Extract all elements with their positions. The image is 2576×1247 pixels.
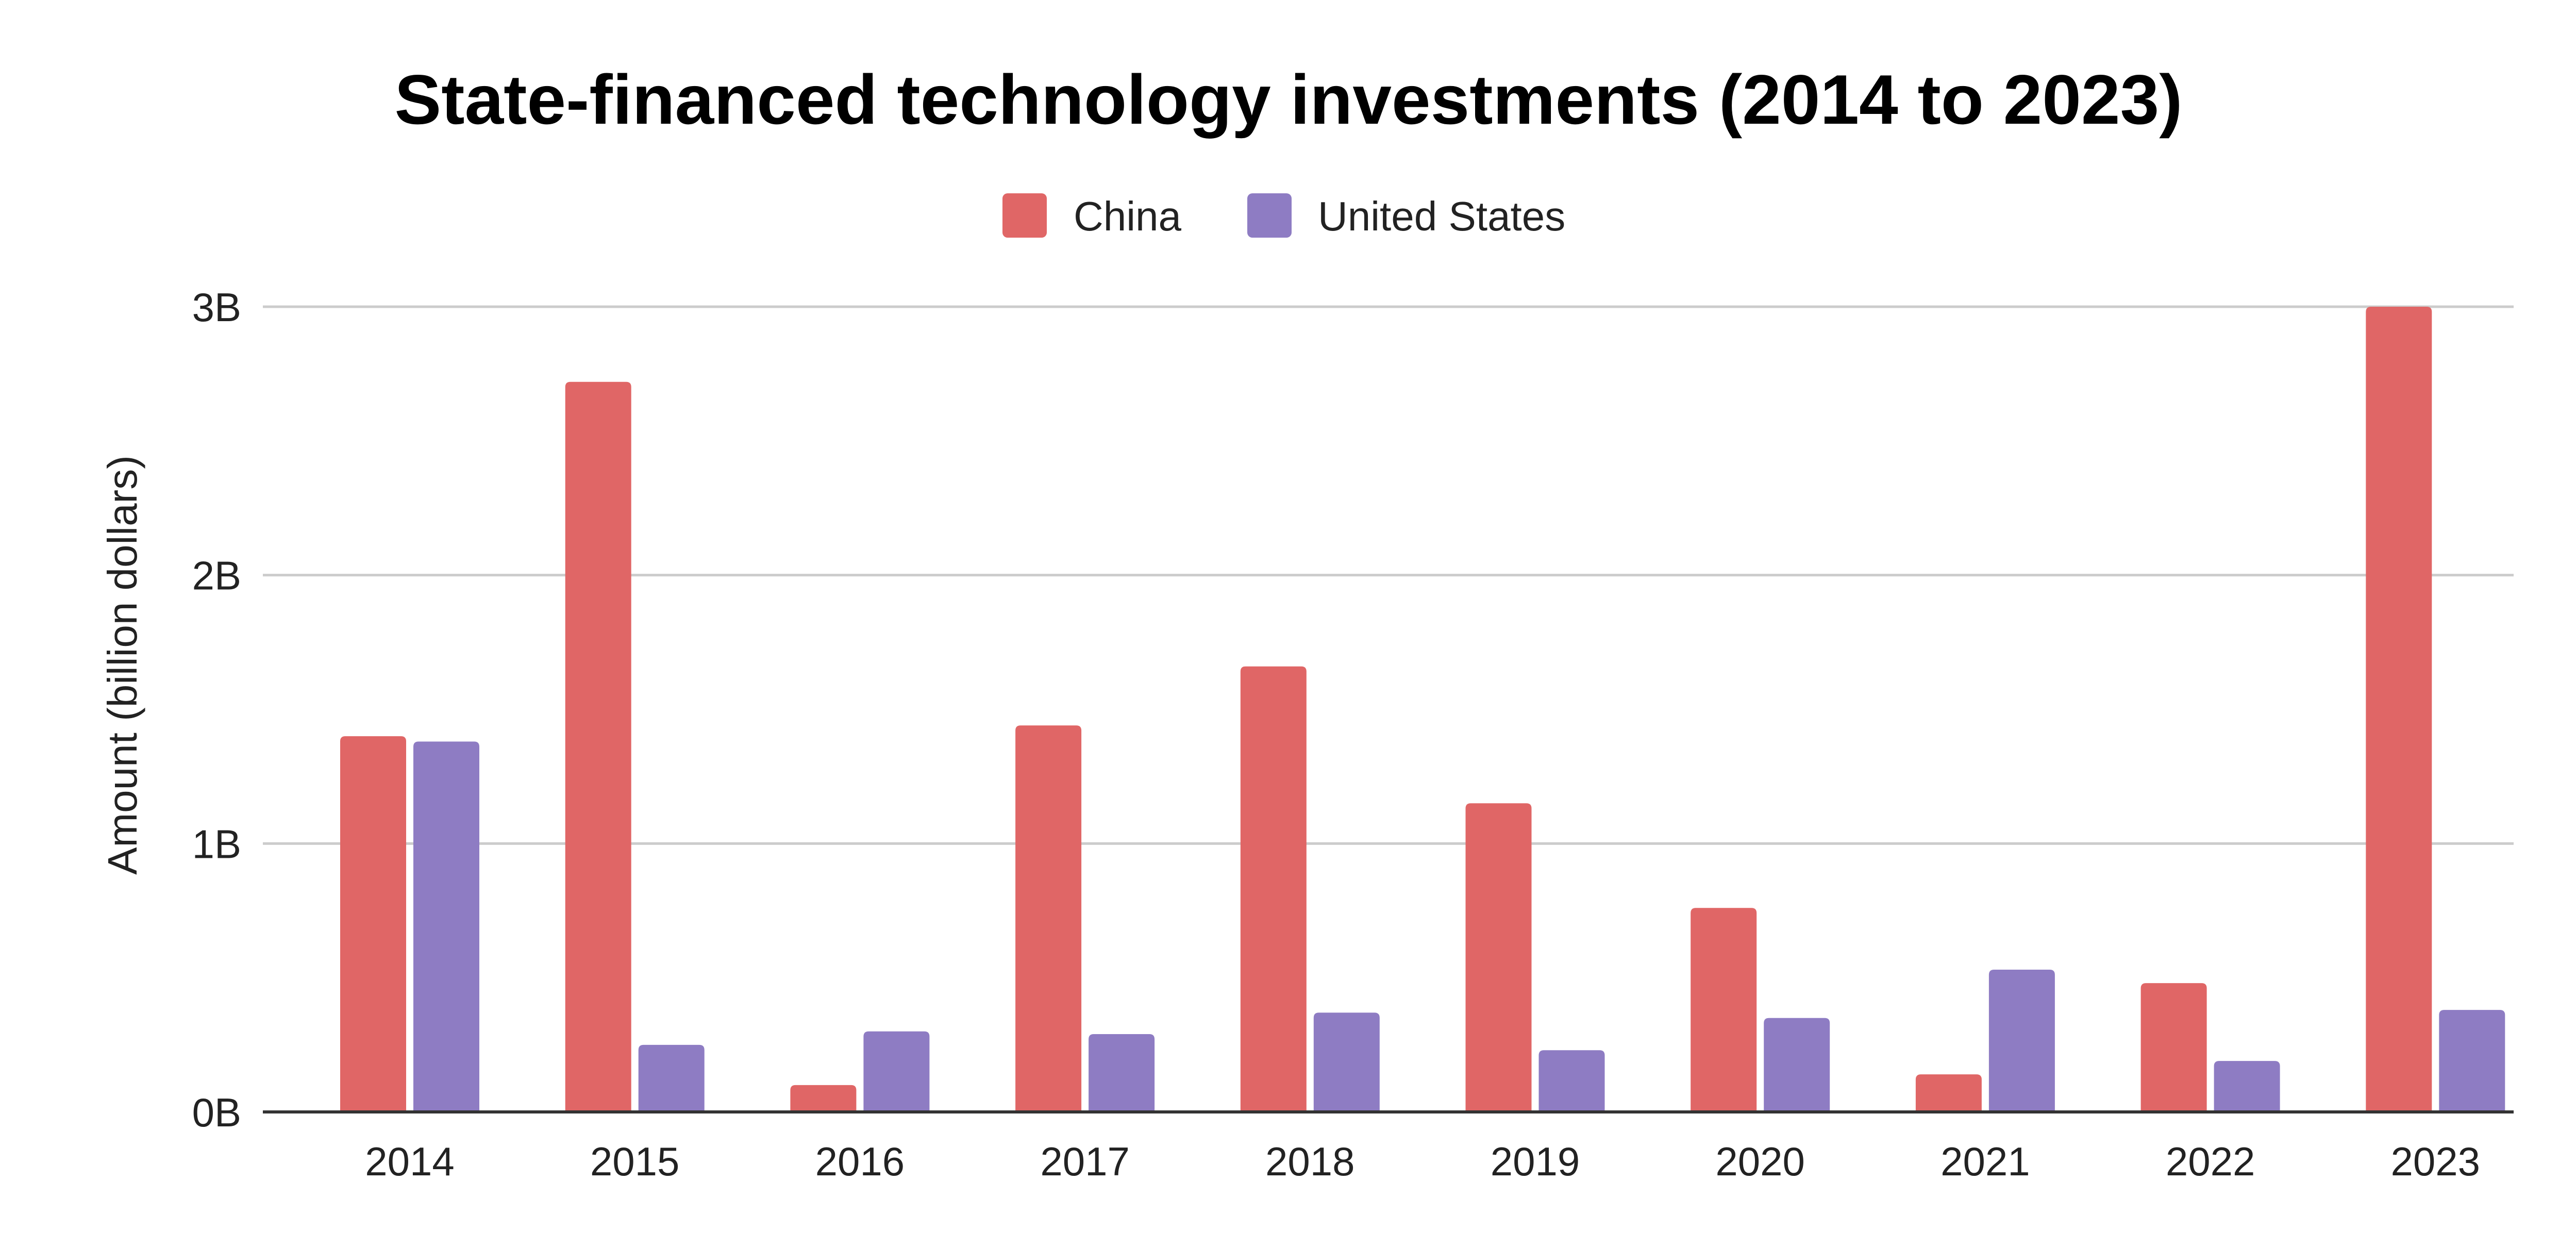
bars — [340, 307, 2505, 1112]
x-tick-label: 2014 — [365, 1139, 455, 1184]
y-tick-label: 1B — [192, 821, 241, 867]
x-tick-label: 2016 — [815, 1139, 905, 1184]
x-tick-label: 2023 — [2391, 1139, 2481, 1184]
legend-label: China — [1074, 193, 1182, 239]
x-tick-label: 2022 — [2166, 1139, 2255, 1184]
bar-united-states-2018 — [1313, 1012, 1380, 1112]
bar-china-2022 — [2140, 983, 2207, 1112]
bar-united-states-2022 — [2214, 1061, 2280, 1112]
bar-china-2021 — [1915, 1074, 1982, 1112]
legend-label: United States — [1318, 193, 1565, 239]
bar-united-states-2020 — [1764, 1018, 1830, 1112]
gridlines — [263, 305, 2514, 845]
x-tick-label: 2019 — [1491, 1139, 1580, 1184]
x-tick-label: 2020 — [1715, 1139, 1805, 1184]
chart-title: State-financed technology investments (2… — [395, 60, 2183, 139]
y-axis-ticks: 0B 1B 2B 3B — [192, 285, 241, 1135]
bar-united-states-2019 — [1538, 1050, 1605, 1112]
x-tick-label: 2017 — [1040, 1139, 1130, 1184]
bar-united-states-2015 — [638, 1044, 705, 1112]
legend-swatch — [1247, 193, 1292, 238]
bar-united-states-2021 — [1988, 970, 2055, 1112]
bar-china-2016 — [790, 1085, 857, 1112]
x-tick-label: 2021 — [1941, 1139, 2030, 1184]
bar-china-2019 — [1465, 803, 1532, 1112]
x-tick-label: 2018 — [1265, 1139, 1355, 1184]
bar-united-states-2016 — [863, 1031, 930, 1112]
legend: China United States — [1002, 193, 1565, 239]
x-axis-ticks: 2014 2015 2016 2017 2018 2019 2020 2021 2022 2023 — [365, 1139, 2480, 1184]
y-tick-label: 0B — [192, 1090, 241, 1135]
legend-item-china: China — [1002, 193, 1182, 239]
y-axis-label: Amount (billion dollars) — [99, 455, 145, 875]
bar-china-2015 — [565, 381, 631, 1112]
legend-swatch — [1002, 193, 1047, 238]
bar-united-states-2017 — [1089, 1034, 1155, 1112]
bar-china-2018 — [1240, 666, 1307, 1112]
bar-united-states-2014 — [413, 741, 479, 1112]
bar-china-2014 — [340, 736, 406, 1112]
bar-china-2023 — [2366, 307, 2432, 1112]
bar-united-states-2023 — [2439, 1010, 2505, 1112]
x-tick-label: 2015 — [590, 1139, 680, 1184]
bar-china-2017 — [1015, 725, 1082, 1112]
bar-china-2020 — [1691, 908, 1757, 1112]
legend-item-united-states: United States — [1247, 193, 1565, 239]
y-tick-label: 2B — [192, 553, 241, 598]
y-tick-label: 3B — [192, 285, 241, 330]
